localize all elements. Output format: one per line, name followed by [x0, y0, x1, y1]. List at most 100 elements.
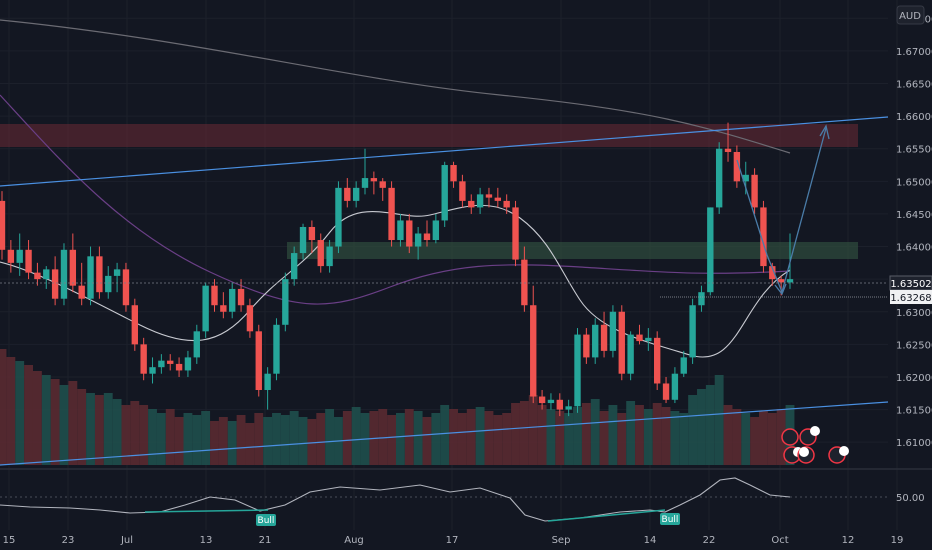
marked-price-text: 1.63268 [890, 293, 931, 304]
candle-body [255, 331, 262, 391]
volume-bar [528, 395, 538, 465]
volume-bar [68, 381, 78, 465]
candle-body [715, 148, 723, 208]
resistance-zone [0, 124, 858, 147]
volume-bar [121, 405, 131, 465]
candle-body [556, 399, 563, 410]
candle-body [733, 151, 741, 182]
time-tick: 21 [259, 535, 272, 546]
bull-label-1: Bull [258, 516, 275, 526]
candle-body [175, 363, 183, 371]
candle-body [379, 181, 386, 188]
volume-bar [77, 389, 87, 465]
candle-body [468, 200, 475, 208]
volume-bar [272, 413, 281, 465]
candle-body [273, 324, 280, 374]
candle-body [671, 373, 679, 400]
candle-body [105, 275, 112, 293]
volume-bar [289, 411, 299, 465]
candle-body [645, 337, 652, 342]
time-tick: Sep [552, 535, 571, 546]
candle-body [618, 311, 625, 374]
bull-divergence-1 [144, 509, 269, 513]
projection-arrowhead-up [819, 124, 830, 140]
candle-body [538, 396, 546, 404]
time-tick: Jul [120, 535, 133, 546]
calendar-events[interactable]: 2 3 4 2 [781, 426, 849, 464]
volume-bar [15, 361, 25, 465]
volume-bar [723, 405, 733, 465]
volume-bar [626, 401, 636, 465]
time-tick: 22 [703, 535, 716, 546]
price-tick: 1.61500 [896, 406, 932, 417]
badge-dot [810, 426, 820, 436]
volume-bar [0, 349, 7, 465]
candle-body [724, 148, 732, 152]
candle-body [530, 305, 537, 397]
badge-count-1: 2 [812, 427, 817, 436]
candle-body [220, 305, 227, 312]
currency-label: AUD [899, 11, 921, 22]
volume-bar [732, 409, 742, 465]
volume-bar [94, 395, 104, 465]
time-tick: 19 [891, 535, 904, 546]
candle-body [760, 207, 767, 267]
volume-bar [50, 379, 60, 465]
volume-bar [537, 405, 547, 465]
bull-label-2: Bull [662, 515, 679, 525]
candles [0, 122, 794, 417]
candle-body [122, 269, 130, 306]
candle-body [786, 279, 794, 283]
price-tick: 1.66500 [896, 80, 932, 91]
candle-body [627, 334, 634, 374]
candle-body [512, 207, 519, 260]
volume-bar [280, 415, 290, 465]
price-tick: 1.65500 [896, 145, 932, 156]
candle-body [131, 305, 138, 345]
candle-body [290, 253, 298, 280]
candle-body [246, 305, 254, 332]
candle-body [414, 233, 422, 247]
price-tick: 1.63000 [896, 308, 932, 319]
volume-bar [661, 407, 671, 465]
volume-bar [210, 421, 219, 465]
ma-200-line [0, 19, 791, 154]
flag-icon[interactable] [781, 428, 799, 446]
support-zone [287, 242, 858, 259]
candle-body [202, 285, 209, 332]
volume-bar [130, 401, 140, 465]
candle-body [193, 331, 200, 358]
volume-bar [404, 409, 414, 465]
candle-body [326, 246, 333, 267]
price-tick: 1.64000 [896, 243, 932, 254]
volume-bar [413, 411, 423, 465]
volume-bar [741, 413, 751, 465]
volume-bar [422, 417, 432, 465]
volume-bar [652, 403, 662, 465]
badge-dot [799, 447, 809, 457]
volume-bar [457, 413, 467, 465]
candle-body [485, 194, 493, 198]
candle-body [565, 406, 572, 410]
volume-bar [679, 413, 689, 465]
volume-bar [705, 385, 715, 465]
candle-body [96, 256, 103, 293]
volume-bar [776, 409, 786, 465]
price-tick: 1.66000 [896, 112, 932, 123]
ma-20-line [0, 204, 791, 358]
volume-bar [139, 405, 149, 465]
volume-bar [298, 417, 308, 465]
currency-label-box[interactable] [896, 5, 925, 25]
price-tick: 1.65000 [896, 177, 932, 188]
candle-body [43, 269, 50, 280]
volume-bar [351, 407, 361, 465]
volume-bar [511, 403, 520, 465]
candle-body [662, 383, 670, 400]
candle-body [229, 288, 236, 312]
candle-body [78, 285, 85, 299]
ma-50-line [0, 94, 791, 305]
time-axis[interactable]: 15 23 Jul 13 21 Aug 17 Sep 14 22 Oct 12 19 [3, 535, 904, 546]
volume-bar [643, 409, 653, 465]
